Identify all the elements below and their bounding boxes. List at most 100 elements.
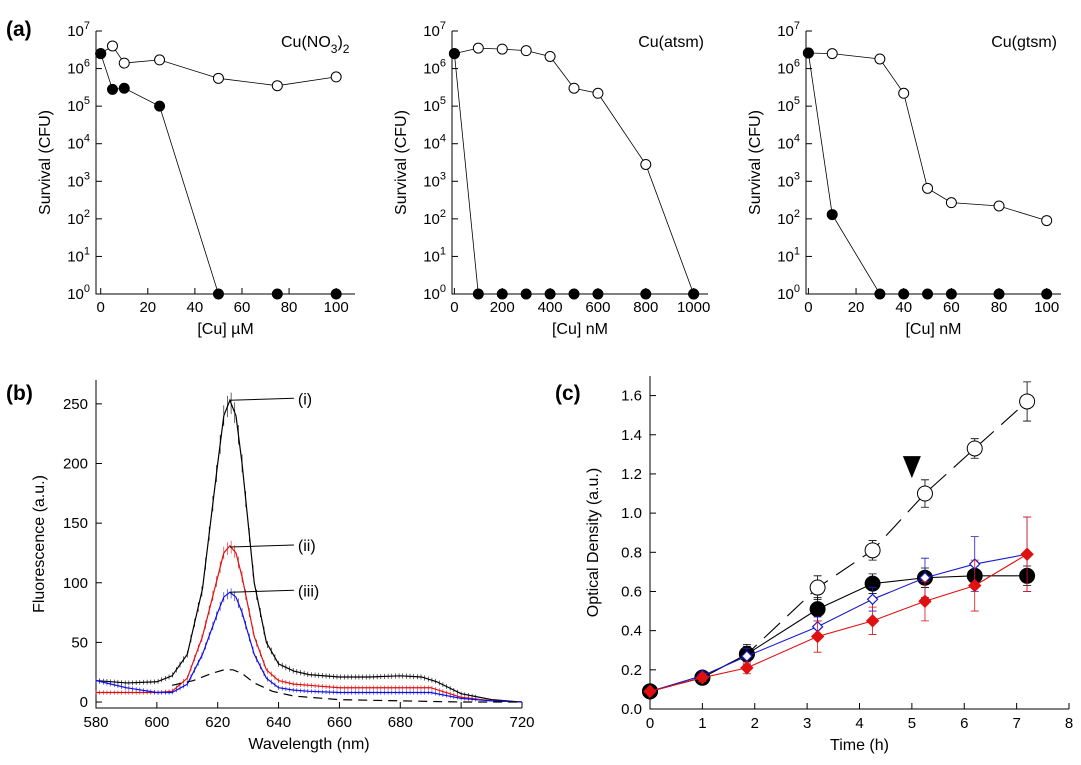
y-tick-label: 101 [67, 245, 90, 265]
chart-optical-density: 0.0 0.2 0.4 0.6 0.8 1.0 1.2 1.4 1.6 0 1 2 3 4 5 6 7 8 Time… [585, 376, 1073, 754]
series-line-0 [808, 52, 1047, 221]
y-tick-label: 100 [63, 575, 88, 592]
data-point [916, 485, 933, 502]
od-line-1 [649, 575, 1028, 692]
annotation-leader [229, 397, 294, 401]
chart-title: Cu(atsm) [638, 34, 704, 51]
x-tick-label: 60 [234, 299, 251, 316]
y-tick-label: 100 [777, 283, 800, 303]
x-tick-label: 1000 [677, 299, 710, 316]
x-tick-label: 4 [855, 715, 863, 732]
y-tick-label: 200 [63, 455, 88, 472]
spectrum-line-2 [95, 591, 523, 703]
y-tick-label: 50 [71, 634, 88, 651]
data-point [118, 57, 130, 69]
y-tick-label: 1.0 [621, 505, 642, 522]
data-point [592, 87, 604, 99]
panel-label-c: (c) [555, 382, 581, 405]
x-tick-label: 3 [803, 715, 811, 732]
y-tick-label: 107 [423, 20, 446, 40]
data-point [866, 593, 879, 606]
data-point [448, 48, 460, 60]
series-line-1 [807, 52, 1047, 295]
data-point [810, 629, 825, 644]
data-point [106, 83, 118, 95]
x-tick-label: 620 [205, 714, 230, 731]
data-point [918, 594, 932, 608]
x-tick-label: 400 [538, 299, 563, 316]
data-point [945, 288, 957, 300]
x-tick-label: 20 [139, 299, 156, 316]
x-tick-label: 0 [450, 299, 458, 316]
y-tick-label: 105 [67, 95, 90, 115]
y-tick-label: 1.6 [621, 388, 642, 405]
axes-frame [451, 31, 708, 295]
x-tick-label: 100 [1034, 299, 1059, 316]
annotation-leader [229, 544, 294, 548]
data-point [865, 614, 880, 628]
panel-label-a: (a) [6, 18, 32, 41]
data-point [968, 578, 982, 593]
od-line-3 [649, 553, 1028, 692]
x-axis-label: [Cu] nM [905, 321, 961, 338]
y-tick-label: 0.4 [621, 623, 642, 640]
data-point [826, 209, 838, 221]
data-point [568, 82, 580, 94]
x-axis-label: Wavelength (nm) [248, 736, 369, 753]
y-tick-label: 0.6 [621, 583, 642, 600]
data-point [741, 650, 753, 662]
x-axis-label: [Cu] µM [197, 321, 253, 338]
data-point [212, 72, 224, 84]
y-axis-label: Fluorescence (a.u.) [31, 475, 48, 613]
data-point [544, 50, 556, 62]
arrow-marker [902, 456, 921, 479]
x-tick-label: 1 [698, 715, 706, 732]
y-axis-label: Survival (CFU) [393, 110, 410, 215]
chart-title: Cu(gtsm) [991, 34, 1057, 51]
y-tick-label: 103 [777, 170, 800, 190]
y-tick-label: 150 [63, 515, 88, 532]
y-tick-label: 0.0 [621, 701, 642, 718]
x-tick-label: 800 [633, 299, 658, 316]
x-tick-label: 0 [804, 299, 812, 316]
data-point [330, 288, 342, 300]
y-tick-label: 106 [423, 58, 446, 78]
data-point [643, 684, 657, 699]
data-point [330, 71, 342, 83]
data-point [520, 288, 532, 300]
data-point [993, 200, 1005, 212]
data-point [154, 100, 166, 112]
spectrum-line-1 [96, 544, 523, 703]
x-tick-label: 6 [960, 715, 968, 732]
panel-label-b: (b) [6, 382, 33, 405]
x-tick-label: 580 [83, 714, 108, 731]
y-tick-label: 104 [423, 133, 446, 153]
x-tick-label: 660 [327, 714, 352, 731]
y-axis-label: Survival (CFU) [747, 110, 764, 215]
y-axis-label: Optical Density (a.u.) [585, 468, 602, 617]
data-point [874, 288, 886, 300]
data-point [154, 54, 166, 66]
x-tick-label: 720 [509, 714, 534, 731]
data-point [592, 288, 604, 300]
axes-frame [805, 31, 1061, 295]
y-tick-label: 0 [80, 694, 88, 711]
y-tick-label: 106 [67, 58, 90, 78]
data-point [118, 82, 130, 94]
y-tick-label: 100 [67, 283, 90, 303]
od-line-2 [649, 553, 1028, 692]
spectrum-errorbars-2 [95, 588, 477, 702]
x-tick-label: 7 [1012, 715, 1020, 732]
x-tick-label: 0 [646, 715, 654, 732]
y-tick-label: 105 [423, 95, 446, 115]
data-point [1041, 288, 1053, 300]
y-tick-label: 102 [423, 208, 446, 228]
x-tick-label: 680 [388, 714, 413, 731]
y-tick-label: 1.4 [621, 427, 642, 444]
y-tick-label: 0.2 [621, 662, 642, 679]
data-point [966, 440, 983, 457]
data-point [1019, 393, 1036, 410]
x-tick-label: 2 [751, 715, 759, 732]
x-tick-label: 0 [97, 299, 105, 316]
data-point [826, 48, 838, 60]
